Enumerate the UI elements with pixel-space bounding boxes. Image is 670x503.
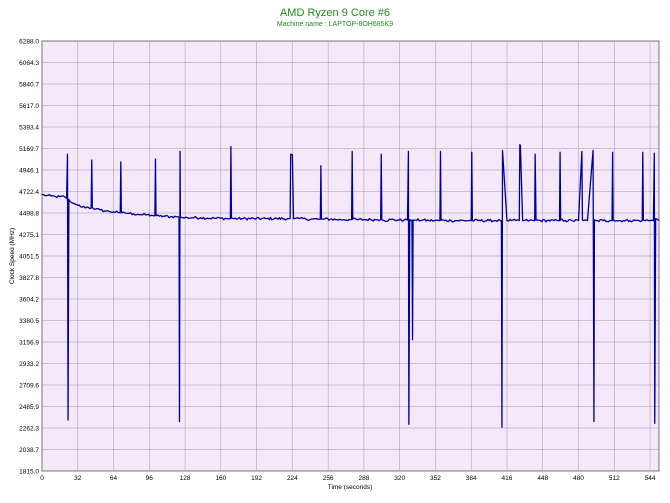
y-tick-label: 2709.6 <box>19 382 39 389</box>
x-tick-label: 32 <box>74 475 82 482</box>
y-tick-label: 2262.3 <box>19 425 39 432</box>
x-tick-label: 416 <box>502 475 513 482</box>
y-tick-label: 3827.8 <box>19 275 39 282</box>
x-tick-label: 448 <box>537 475 548 482</box>
x-tick-label: 0 <box>40 475 44 482</box>
y-tick-label: 5393.4 <box>19 124 39 131</box>
y-tick-label: 1815.0 <box>19 468 39 475</box>
y-tick-label: 4275.1 <box>19 232 39 239</box>
x-tick-label: 384 <box>466 475 477 482</box>
y-axis-ticks: 6288.0 6064.3 5840.7 5617.0 5393.4 5169.7 4946… <box>19 38 39 475</box>
chart-title: AMD Ryzen 9 Core #6 <box>280 7 390 19</box>
x-tick-label: 288 <box>358 475 369 482</box>
y-tick-label: 5840.7 <box>19 81 39 88</box>
x-tick-label: 352 <box>430 475 441 482</box>
x-tick-label: 480 <box>573 475 584 482</box>
y-axis-label: Clock Speed (MHz) <box>9 228 16 284</box>
x-tick-label: 544 <box>645 475 656 482</box>
y-tick-label: 5617.0 <box>19 103 39 110</box>
y-tick-label: 3604.2 <box>19 296 39 303</box>
y-tick-label: 2038.7 <box>19 447 39 454</box>
y-tick-label: 3156.9 <box>19 339 39 346</box>
y-tick-label: 6288.0 <box>19 38 39 45</box>
y-tick-label: 5169.7 <box>19 146 39 153</box>
x-axis-label: Time (seconds) <box>328 484 373 491</box>
grid-lines <box>42 41 659 471</box>
y-tick-label: 4946.1 <box>19 167 39 174</box>
x-tick-label: 160 <box>215 475 226 482</box>
y-tick-label: 2485.9 <box>19 404 39 411</box>
x-tick-label: 96 <box>146 475 154 482</box>
y-tick-label: 4051.5 <box>19 253 39 260</box>
x-tick-label: 224 <box>287 475 298 482</box>
x-tick-label: 128 <box>180 475 191 482</box>
x-tick-label: 320 <box>394 475 405 482</box>
y-tick-label: 4498.8 <box>19 210 39 217</box>
series-group <box>41 143 660 428</box>
y-tick-label: 4722.4 <box>19 189 39 196</box>
y-tick-label: 2933.2 <box>19 361 39 368</box>
x-tick-label: 192 <box>251 475 262 482</box>
chart-subtitle: Machine name : LAPTOP-8OH685K9 <box>277 21 393 28</box>
y-tick-label: 6064.3 <box>19 60 39 67</box>
series-line-0 <box>41 143 660 428</box>
x-tick-label: 512 <box>609 475 620 482</box>
x-tick-label: 256 <box>323 475 334 482</box>
y-tick-label: 3380.5 <box>19 318 39 325</box>
x-tick-label: 64 <box>110 475 118 482</box>
x-axis-ticks: 0 32 64 96 128 160 192 224 256 288 320 352 384 416 448… <box>40 475 656 482</box>
